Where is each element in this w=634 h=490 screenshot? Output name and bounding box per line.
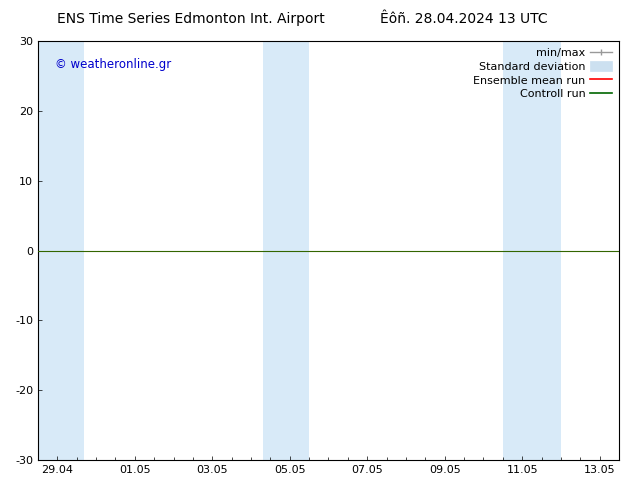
Bar — [262, 41, 309, 460]
Text: Êôñ. 28.04.2024 13 UTC: Êôñ. 28.04.2024 13 UTC — [380, 12, 548, 26]
Legend: min/max, Standard deviation, Ensemble mean run, Controll run: min/max, Standard deviation, Ensemble me… — [470, 45, 616, 102]
Text: ENS Time Series Edmonton Int. Airport: ENS Time Series Edmonton Int. Airport — [57, 12, 325, 26]
Text: © weatheronline.gr: © weatheronline.gr — [55, 58, 172, 71]
Bar — [503, 41, 561, 460]
Bar — [38, 41, 84, 460]
